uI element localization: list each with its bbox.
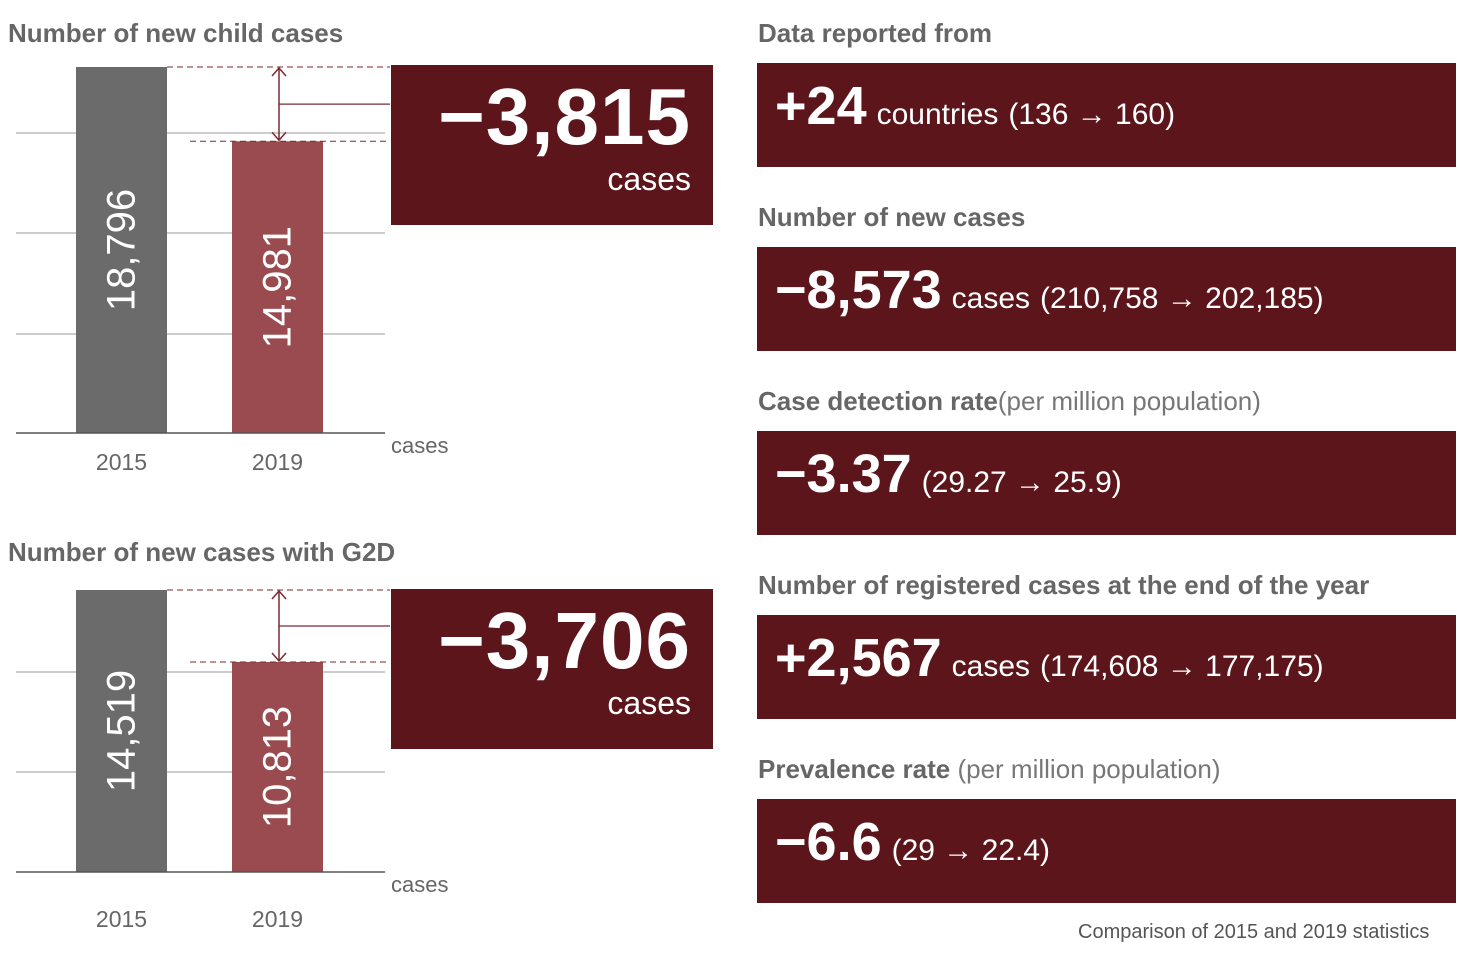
bar-2019 bbox=[232, 661, 323, 872]
stat-5-title: Prevalence rate (per million population) bbox=[758, 754, 1221, 785]
stat-1-value: +24 bbox=[775, 76, 867, 136]
chart-1-plot: 18,796 2015 14,981 2019 cases bbox=[16, 66, 448, 475]
bar-2015 bbox=[76, 590, 167, 872]
stat-4-value: +2,567 bbox=[775, 628, 942, 688]
chart-2-plot: 14,519 2015 10,813 2019 cases bbox=[16, 589, 448, 932]
y-unit-label: cases bbox=[391, 872, 448, 897]
chart-2-difference-value: −3,706 bbox=[438, 596, 691, 685]
stat-4-unit: cases bbox=[951, 650, 1031, 683]
stat-5-title-text: Prevalence rate bbox=[758, 754, 951, 784]
stat-5-value: −6.6 bbox=[775, 812, 882, 872]
stat-3-detail: (29.27 → 25.9) bbox=[921, 466, 1122, 499]
stat-2-title: Number of new cases bbox=[758, 202, 1025, 233]
stat-4-detail: (174,608 → 177,175) bbox=[1040, 650, 1324, 683]
stat-1-box: +24 countries (136 → 160) bbox=[757, 63, 1456, 167]
x-tick-label-2015: 2015 bbox=[96, 449, 147, 475]
stat-5-detail: (29 → 22.4) bbox=[891, 834, 1051, 867]
chart-1-difference-value: −3,815 bbox=[438, 72, 691, 161]
arrowhead-up bbox=[271, 589, 287, 600]
stat-3-title-text: Case detection rate bbox=[758, 386, 998, 416]
stat-5-title-note: (per million population) bbox=[950, 754, 1221, 784]
stat-2-unit: cases bbox=[951, 282, 1031, 315]
stat-4-box: +2,567 cases (174,608 → 177,175) bbox=[757, 615, 1456, 719]
stat-5-box: −6.6 (29 → 22.4) bbox=[757, 799, 1456, 903]
bar-value-label-2015: 18,796 bbox=[100, 189, 144, 311]
chart-1-title: Number of new child cases bbox=[8, 18, 344, 48]
chart-1-difference-box: −3,815 cases bbox=[391, 65, 713, 225]
arrowhead-up bbox=[271, 66, 287, 77]
stat-2-detail: (210,758 → 202,185) bbox=[1040, 282, 1324, 315]
stat-3-title-note: (per million population) bbox=[997, 386, 1261, 416]
stat-4-title-text: Number of registered cases at the end of… bbox=[758, 570, 1370, 600]
stat-4-title: Number of registered cases at the end of… bbox=[758, 570, 1369, 601]
stat-3-title: Case detection rate(per million populati… bbox=[758, 386, 1261, 417]
stat-1-unit: countries bbox=[876, 98, 999, 131]
stat-1-title-text: Data reported from bbox=[758, 18, 993, 48]
bar-2019 bbox=[232, 141, 323, 433]
bar-value-label-2015: 14,519 bbox=[100, 670, 144, 792]
stat-2-box: −8,573 cases (210,758 → 202,185) bbox=[757, 247, 1456, 351]
arrowhead-down bbox=[271, 131, 287, 142]
bar-2015 bbox=[76, 67, 167, 433]
footnote: Comparison of 2015 and 2019 statistics bbox=[1078, 921, 1430, 943]
stat-2-title-text: Number of new cases bbox=[758, 202, 1026, 232]
stat-2-value: −8,573 bbox=[775, 260, 942, 320]
chart-2-svg: 14,519 2015 10,813 2019 cases bbox=[16, 589, 448, 932]
stat-1-detail: (136 → 160) bbox=[1008, 98, 1176, 131]
stat-1-title: Data reported from bbox=[758, 18, 992, 49]
bar-value-label-2019: 10,813 bbox=[256, 706, 300, 828]
x-tick-label-2015: 2015 bbox=[96, 906, 147, 932]
chart-2-title: Number of new cases with G2D bbox=[8, 537, 396, 567]
arrowhead-down bbox=[271, 652, 287, 663]
chart-1-difference-unit: cases bbox=[607, 161, 691, 197]
x-tick-label-2019: 2019 bbox=[252, 449, 303, 475]
stat-3-value: −3.37 bbox=[775, 444, 912, 504]
stat-3-box: −3.37 (29.27 → 25.9) bbox=[757, 431, 1456, 535]
y-unit-label: cases bbox=[391, 433, 448, 458]
bar-value-label-2019: 14,981 bbox=[256, 226, 300, 348]
chart-2-difference-box: −3,706 cases bbox=[391, 589, 713, 749]
x-tick-label-2019: 2019 bbox=[252, 906, 303, 932]
chart-1-svg: 18,796 2015 14,981 2019 cases bbox=[16, 66, 448, 475]
chart-2-difference-unit: cases bbox=[607, 685, 691, 721]
